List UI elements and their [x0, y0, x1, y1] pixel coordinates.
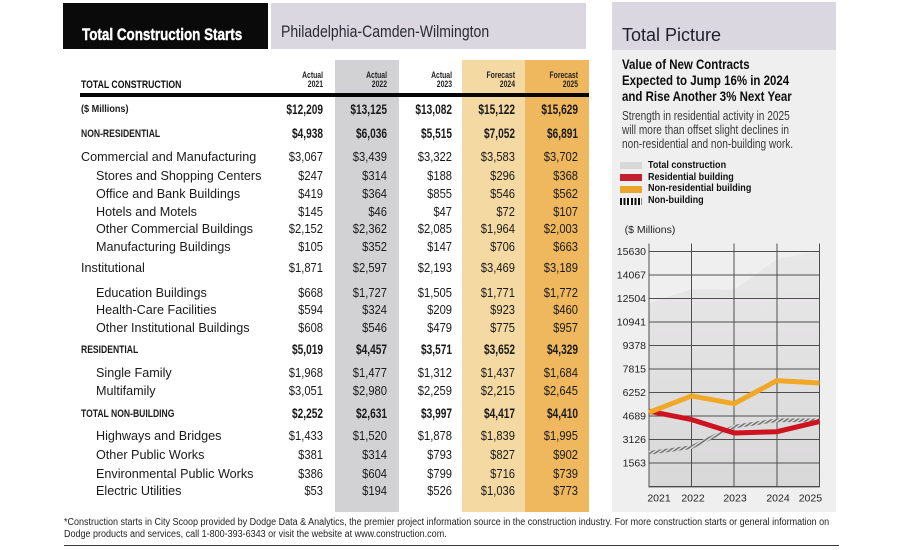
svg-text:9378: 9378: [623, 340, 647, 352]
svg-text:2024: 2024: [766, 493, 790, 505]
svg-text:12504: 12504: [617, 293, 646, 305]
svg-text:2023: 2023: [723, 493, 747, 505]
svg-text:2022: 2022: [681, 493, 705, 505]
svg-text:3126: 3126: [623, 434, 647, 446]
svg-text:2021: 2021: [647, 493, 671, 505]
svg-text:10941: 10941: [617, 317, 646, 329]
svg-text:1563: 1563: [623, 458, 647, 470]
svg-text:2025: 2025: [799, 493, 823, 505]
svg-text:6252: 6252: [623, 387, 647, 399]
svg-text:4689: 4689: [623, 411, 647, 423]
svg-text:14067: 14067: [617, 270, 646, 282]
svg-text:7815: 7815: [623, 364, 647, 376]
svg-text:15630: 15630: [617, 246, 646, 258]
